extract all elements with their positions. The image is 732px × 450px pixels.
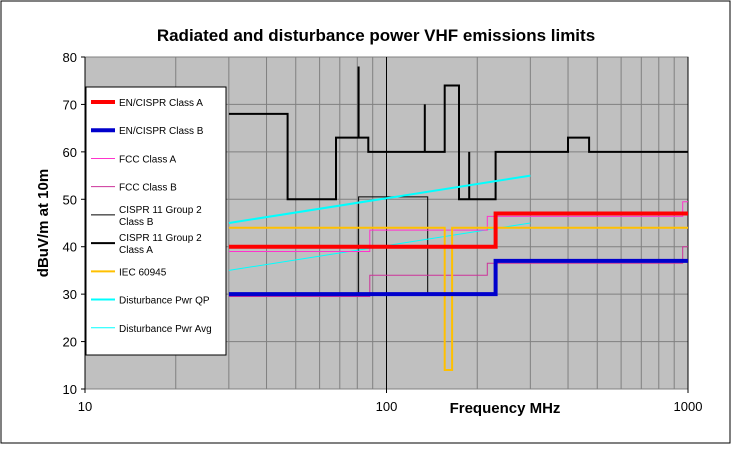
x-axis-label: Frequency MHz xyxy=(450,400,561,417)
legend-label-cont: Class B xyxy=(119,217,154,228)
y-tick-label: 70 xyxy=(63,97,77,112)
y-tick-label: 80 xyxy=(63,50,77,65)
series-line-5 xyxy=(228,66,688,201)
legend-label: Disturbance Pwr QP xyxy=(119,296,210,307)
legend-label: IEC 60945 xyxy=(119,267,167,278)
legend-label-cont: Class A xyxy=(119,245,153,256)
x-tick-label: 1000 xyxy=(674,399,703,414)
axes: 10 20 30 40 50 60 70 80 10 100 1000 xyxy=(63,50,703,414)
y-tick-label: 30 xyxy=(63,287,77,302)
series-line-1 xyxy=(228,258,688,297)
series-layer xyxy=(228,66,688,371)
legend-label: FCC Class A xyxy=(119,154,177,165)
y-tick-label: 20 xyxy=(63,335,77,350)
y-tick-label: 60 xyxy=(63,145,77,160)
legend-label: CISPR 11 Group 2 xyxy=(119,205,202,216)
legend-label: CISPR 11 Group 2 xyxy=(119,233,202,244)
y-tick-label: 40 xyxy=(63,240,77,255)
legend-label: EN/CISPR Class A xyxy=(119,98,203,109)
x-tick-label: 100 xyxy=(376,399,398,414)
legend-label: EN/CISPR Class B xyxy=(119,126,204,137)
series-line-7 xyxy=(228,174,531,224)
legend-label: Disturbance Pwr Avg xyxy=(119,324,212,335)
series-line-0 xyxy=(228,211,688,249)
y-tick-label: 10 xyxy=(63,382,77,397)
series-line-6 xyxy=(228,226,688,371)
x-tick-label: 10 xyxy=(78,399,92,414)
y-tick-label: 50 xyxy=(63,192,77,207)
chart-title: Radiated and disturbance power VHF emiss… xyxy=(157,26,595,45)
y-axis-label: dBuV/m at 10m xyxy=(35,169,52,277)
legend: EN/CISPR Class A EN/CISPR Class B FCC Clas… xyxy=(85,86,227,356)
legend-label: FCC Class B xyxy=(119,183,177,194)
